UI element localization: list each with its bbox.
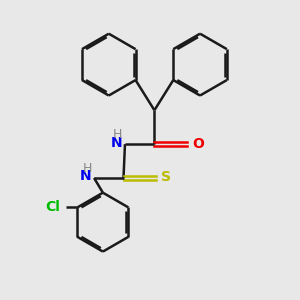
- Text: S: S: [161, 170, 171, 184]
- Text: H: H: [82, 162, 92, 175]
- Text: N: N: [80, 169, 92, 184]
- Text: O: O: [192, 136, 204, 151]
- Text: N: N: [111, 136, 123, 150]
- Text: Cl: Cl: [46, 200, 61, 214]
- Text: H: H: [113, 128, 123, 141]
